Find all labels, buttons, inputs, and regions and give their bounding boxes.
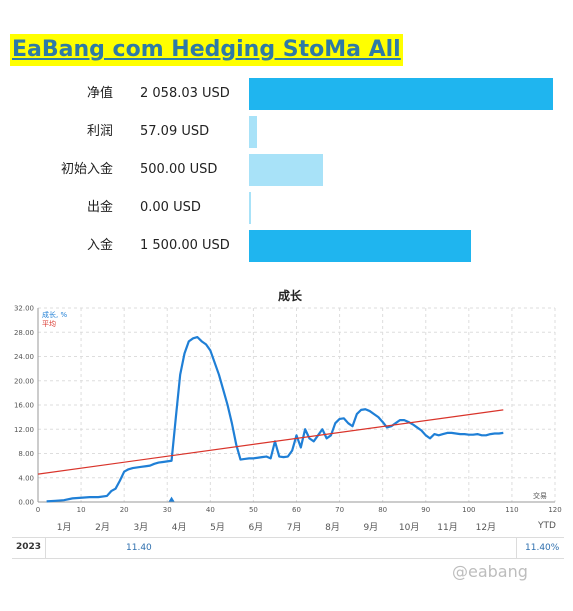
stat-bar [249,78,553,110]
month-label: 7月 [286,523,302,533]
stat-value: 1 500.00 USD [140,238,230,253]
y-tick-label: 12.00 [14,426,34,434]
y-tick-label: 4.00 [18,474,34,482]
deposit-marker [168,496,175,502]
x-tick-label: 60 [292,506,301,514]
month-label: 5月 [210,523,225,533]
ytd-header: YTD [538,521,556,531]
x-tick-label: 50 [249,506,258,514]
table-divider [12,558,564,559]
chart-axes: 0.00 4.00 8.00 12.00 16.00 20.00 24.00 28.00 32.… [14,305,562,515]
month-label: 10月 [398,523,420,533]
x-tick-label: 90 [421,506,430,514]
title-highlight: EaBang com Hedging StoMa All [10,34,403,66]
table-divider [12,537,564,538]
month-label: 12月 [475,523,497,533]
growth-series-line [46,335,504,503]
y-tick-label: 16.00 [14,402,34,410]
x-tick-label: 110 [505,506,518,514]
legend-entry: 成长, % [42,310,67,319]
stat-value: 57.09 USD [140,124,210,139]
x-tick-label: 20 [120,506,129,514]
month-label: 1月 [56,523,72,533]
table-divider [45,537,46,558]
stat-row: 净值 2 058.03 USD [0,78,573,110]
stat-value: 0.00 USD [140,200,201,215]
stat-bar [249,154,323,186]
stat-label: 出金 [86,200,113,215]
watermark: @eabang [452,562,528,581]
growth-chart: 成长 0.00 4.00 8.00 12.00 16.00 20.00 24.00 28.00… [14,288,562,515]
x-tick-label: 80 [378,506,387,514]
table-divider [516,537,517,558]
month-header: 1月 2月 3月 4月 5月 6月 7月 8月 9月 10月 11月 12月 [45,520,505,536]
chart-legend: 成长, %平均 [42,310,67,328]
chart-series [37,335,504,503]
x-tick-label: 40 [206,506,215,514]
x-tick-label: 0 [36,506,40,514]
stat-bar [249,116,258,148]
stat-label: 利润 [86,124,113,139]
stat-label: 入金 [86,238,113,253]
y-tick-label: 24.00 [14,353,34,361]
x-tick-label: 100 [462,506,475,514]
stat-label: 净值 [86,86,113,101]
stat-label: 初始入金 [60,162,113,177]
x-tick-label: 120 [548,506,561,514]
chart-title: 成长 [278,288,303,303]
month-label: 3月 [133,523,149,533]
chart-grid [37,307,556,503]
x-tick-label: 10 [77,506,86,514]
month-label: 4月 [171,523,187,533]
x-axis-label: 交易 [533,491,547,500]
year-cell: 2023 [16,542,42,552]
y-tick-label: 32.00 [14,305,34,313]
month-label: 9月 [363,523,379,533]
month-label: 2月 [95,523,110,533]
stat-row: 初始入金 500.00 USD [0,154,573,186]
y-tick-label: 28.00 [14,329,34,337]
stat-bar [249,230,471,262]
x-tick-label: 70 [335,506,344,514]
average-series-line [37,409,504,475]
y-tick-label: 8.00 [18,450,34,458]
month-label: 6月 [248,523,264,533]
stat-value: 2 058.03 USD [140,86,230,101]
legend-entry: 平均 [42,319,56,328]
page-title[interactable]: EaBang com Hedging StoMa All [12,37,401,62]
month-label: 8月 [325,523,340,533]
march-value-cell[interactable]: 11.40 [126,543,152,553]
stat-row: 入金 1 500.00 USD [0,230,573,262]
stat-value: 500.00 USD [140,162,218,177]
ytd-value-cell: 11.40% [525,543,560,553]
x-tick-label: 30 [163,506,172,514]
stat-row: 出金 0.00 USD [0,192,573,224]
stat-bar [249,192,251,224]
month-label: 11月 [437,523,458,533]
y-tick-label: 20.00 [14,377,34,385]
stat-row: 利润 57.09 USD [0,116,573,148]
y-tick-label: 0.00 [18,499,34,507]
